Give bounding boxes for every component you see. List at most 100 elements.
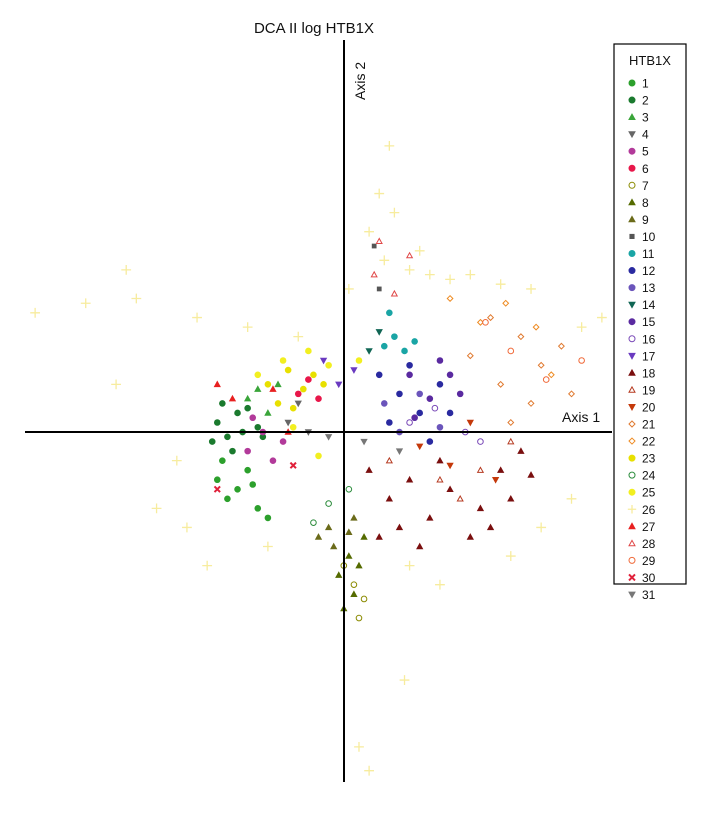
legend: HTB1X 1234567891011121314151617181920212…	[613, 43, 687, 602]
data-point-series-12	[436, 381, 444, 388]
data-point-series-19	[507, 437, 515, 445]
data-point-series-26	[384, 140, 395, 151]
data-point-series-22	[547, 371, 555, 379]
data-point-series-15	[426, 395, 434, 402]
data-point-series-26	[202, 560, 213, 571]
legend-label-6: 6	[642, 162, 649, 176]
data-point-series-24	[345, 485, 353, 493]
legend-marker-2	[628, 96, 636, 104]
data-point-series-16	[406, 419, 413, 426]
legend-marker-13	[628, 284, 636, 292]
data-point-series-5	[244, 447, 251, 455]
data-point-series-1	[224, 495, 231, 503]
legend-label-18: 18	[642, 366, 656, 380]
legend-label-2: 2	[642, 94, 649, 108]
data-point-series-6	[294, 390, 302, 398]
legend-marker-18	[628, 368, 636, 376]
data-point-series-15	[411, 414, 418, 422]
data-point-series-26	[242, 322, 253, 333]
data-point-series-8	[350, 590, 358, 597]
chart-title: DCA II log HTB1X	[254, 20, 374, 37]
data-point-series-20	[466, 419, 474, 427]
legend-marker-9	[628, 215, 636, 223]
legend-label-10: 10	[642, 230, 656, 244]
legend-marker-26	[627, 505, 637, 514]
data-point-series-18	[416, 542, 424, 550]
data-point-series-26	[262, 541, 273, 552]
data-point-series-9	[345, 528, 353, 535]
data-point-series-26	[354, 741, 364, 752]
data-point-series-21	[557, 342, 565, 350]
data-point-series-11	[411, 338, 418, 345]
data-point-series-18	[405, 475, 414, 483]
data-point-series-11	[380, 342, 388, 350]
data-point-series-3	[264, 409, 272, 416]
data-point-series-21	[527, 399, 535, 407]
data-point-series-6	[305, 376, 312, 383]
data-point-series-26	[182, 522, 192, 533]
legend-frame	[613, 43, 687, 585]
data-point-series-26	[576, 322, 587, 333]
data-point-series-26	[111, 379, 121, 390]
data-point-series-2	[234, 409, 241, 417]
data-point-series-14	[365, 348, 373, 355]
data-point-series-16	[431, 404, 439, 412]
data-point-series-28	[405, 251, 414, 259]
data-point-series-26	[596, 312, 607, 323]
data-point-series-24	[325, 500, 332, 507]
data-point-series-26	[399, 675, 410, 685]
legend-marker-5	[628, 147, 636, 155]
y-axis-label: Axis 2	[352, 62, 368, 100]
legend-label-1: 1	[642, 77, 649, 91]
data-point-series-26	[343, 284, 354, 294]
legend-marker-12	[628, 267, 636, 275]
data-point-series-25	[254, 371, 262, 379]
data-point-series-18	[466, 533, 474, 540]
legend-label-19: 19	[642, 383, 656, 397]
legend-marker-25	[628, 488, 636, 496]
legend-label-17: 17	[642, 349, 656, 363]
legend-label-5: 5	[642, 145, 649, 159]
data-point-series-19	[456, 494, 464, 502]
data-point-series-21	[487, 314, 495, 322]
legend-label-4: 4	[642, 128, 649, 142]
data-point-series-18	[436, 456, 444, 464]
legend-label-3: 3	[642, 111, 649, 125]
data-point-series-28	[390, 289, 399, 297]
legend-label-27: 27	[642, 520, 656, 534]
data-point-series-7	[350, 581, 358, 588]
data-point-series-26	[293, 331, 304, 342]
data-point-series-8	[355, 561, 363, 569]
data-point-series-8	[335, 571, 343, 578]
data-point-series-2	[244, 404, 251, 412]
data-point-series-29	[542, 376, 550, 383]
legend-marker-29	[628, 556, 636, 564]
data-point-series-20	[446, 462, 454, 470]
data-point-series-18	[486, 523, 495, 531]
data-point-series-12	[446, 409, 454, 417]
legend-marker-23	[628, 454, 636, 462]
legend-marker-14	[628, 301, 636, 309]
data-point-series-31	[395, 448, 404, 455]
data-point-series-16	[477, 438, 484, 445]
data-point-series-26	[495, 279, 506, 290]
data-point-series-14	[375, 329, 383, 336]
legend-marker-17	[628, 352, 636, 360]
legend-title: HTB1X	[629, 53, 671, 68]
data-point-series-26	[526, 284, 536, 294]
data-point-series-8	[345, 552, 353, 559]
data-point-series-21	[497, 380, 505, 388]
data-point-series-6	[315, 395, 322, 402]
data-point-series-25	[315, 452, 322, 460]
legend-marker-3	[628, 113, 636, 120]
legend-label-26: 26	[642, 503, 656, 517]
data-point-series-21	[537, 361, 545, 369]
legend-label-25: 25	[642, 486, 656, 500]
data-point-series-3	[244, 394, 252, 402]
legend-label-9: 9	[642, 213, 649, 227]
data-point-series-15	[456, 390, 464, 398]
data-point-series-22	[446, 294, 454, 302]
data-point-series-26	[379, 255, 390, 266]
legend-label-16: 16	[642, 332, 656, 346]
